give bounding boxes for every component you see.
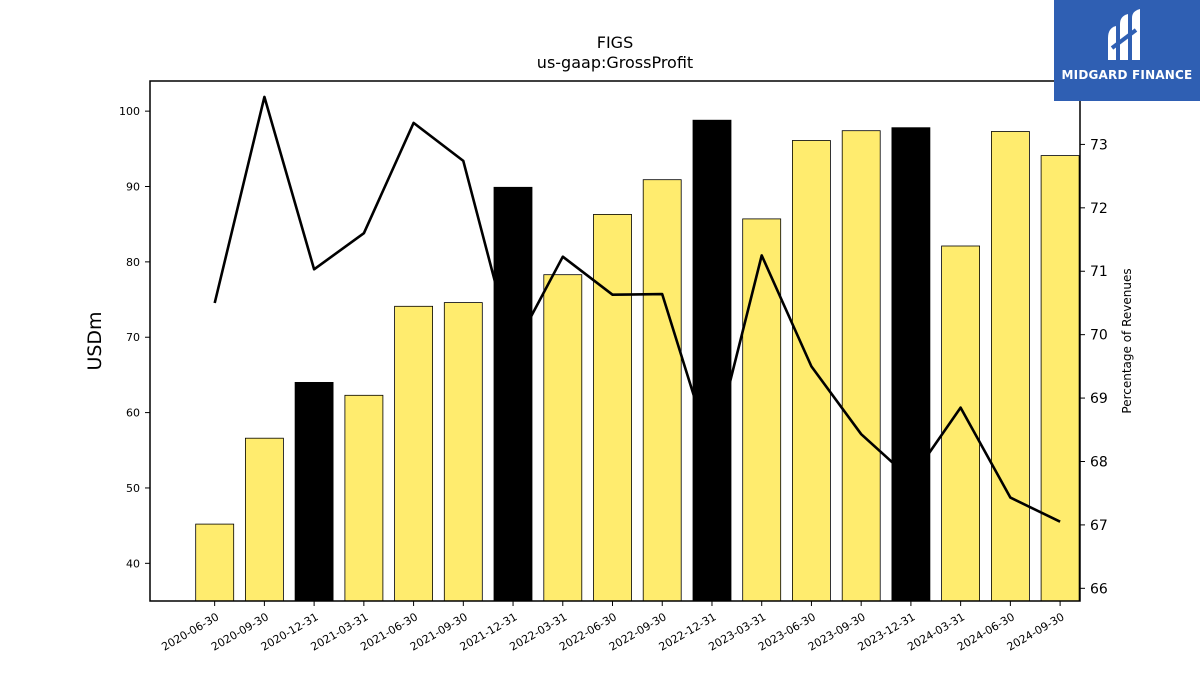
bar-2022-06-30: [593, 213, 632, 602]
y2-tick-label-73: 73: [1090, 137, 1108, 153]
bar-2021-03-31: [344, 394, 384, 602]
y-tick-label-70: 70: [126, 331, 140, 344]
chart-title: FIGS: [597, 33, 633, 52]
bar-2023-03-31: [742, 218, 782, 602]
y-axis-label: USDm: [84, 311, 106, 370]
bar-2021-06-30: [394, 305, 434, 602]
bar-2023-09-30: [841, 130, 881, 602]
line-group: [213, 95, 1061, 523]
plot-frame: [149, 80, 1081, 602]
bar-2021-12-31: [493, 186, 533, 602]
bar-2021-09-30: [443, 302, 483, 602]
y-tick-label-90: 90: [126, 181, 140, 194]
bar-2020-12-31: [294, 381, 334, 602]
y2-tick-label-72: 72: [1090, 201, 1108, 217]
midgard-finance-logo: MIDGARD FINANCE: [1054, 0, 1200, 101]
y2-tick-label-69: 69: [1090, 391, 1108, 407]
bar-2020-09-30: [244, 437, 284, 602]
y-tick-label-50: 50: [126, 482, 140, 495]
bar-2022-09-30: [642, 179, 682, 602]
bar-2023-06-30: [792, 140, 831, 602]
y2-tick-label-66: 66: [1090, 581, 1108, 597]
y-tick-label-100: 100: [119, 105, 140, 118]
bar-2022-03-31: [543, 274, 583, 602]
y-tick-label-60: 60: [126, 407, 140, 420]
bar-2024-06-30: [991, 131, 1030, 602]
y2-tick-label-71: 71: [1090, 264, 1108, 280]
gross-margin-line: [213, 95, 1061, 523]
chart-subtitle: us-gaap:GrossProfit: [537, 53, 693, 72]
bar-2024-09-30: [1040, 155, 1080, 602]
bar-2022-12-31: [692, 119, 732, 602]
y2-tick-label-70: 70: [1090, 328, 1108, 344]
y2-tick-label-68: 68: [1090, 454, 1108, 470]
y-tick-label-80: 80: [126, 256, 140, 269]
bar-2020-06-30: [195, 523, 235, 602]
bar-2024-03-31: [941, 245, 980, 602]
logo-text: MIDGARD FINANCE: [1061, 68, 1193, 82]
bar-2023-12-31: [891, 127, 931, 602]
y2-axis-label: Percentage of Revenues: [1120, 268, 1134, 413]
y2-tick-label-67: 67: [1090, 518, 1108, 534]
y-tick-label-40: 40: [126, 557, 140, 570]
midgard-logo-icon: [1108, 9, 1140, 60]
bars-group: [195, 119, 1080, 602]
